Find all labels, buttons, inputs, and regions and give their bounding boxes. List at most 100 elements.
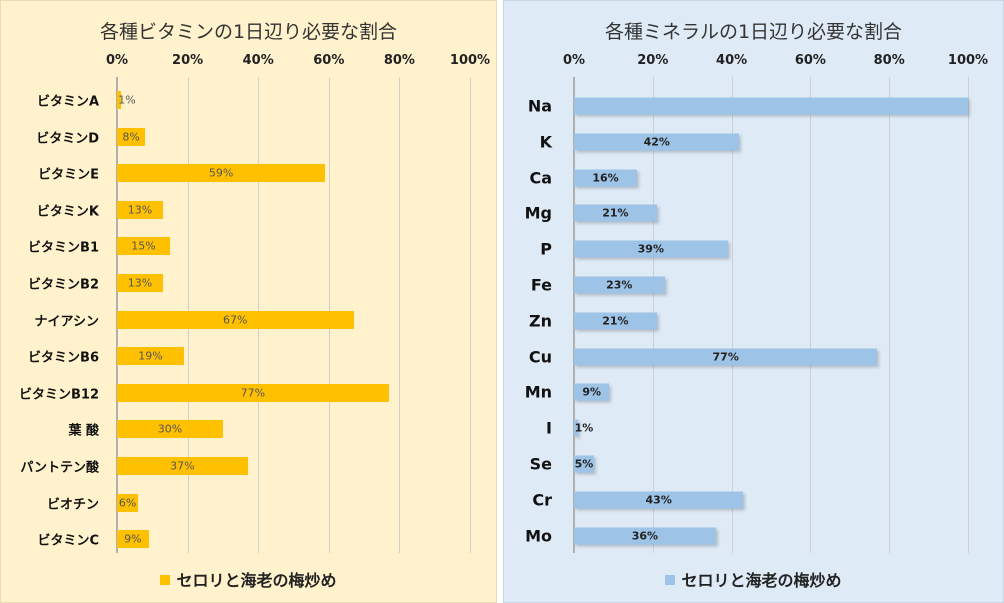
gridline [731, 77, 733, 553]
data-label: 43% [645, 493, 672, 507]
bar [117, 457, 248, 475]
data-label: 30% [157, 422, 183, 436]
bar [574, 312, 657, 330]
category-label: ビタミンK [36, 204, 99, 220]
category-label: ビタミンD [36, 131, 99, 147]
category-label: Mo [525, 526, 552, 546]
data-label: 16% [592, 171, 619, 185]
x-tick-label: 80% [383, 53, 415, 68]
data-label: 21% [602, 314, 629, 328]
data-label: 37% [170, 459, 195, 473]
bar [117, 237, 170, 256]
category-label: ビタミンB6 [28, 350, 99, 366]
x-tick-label: 100% [449, 53, 491, 68]
legend-swatch [665, 575, 676, 585]
category-label: 葉 酸 [68, 423, 99, 439]
mineral-chart-title: 各種ミネラルの1日辺り必要な割合 [604, 21, 903, 43]
x-tick-label: 100% [947, 53, 989, 68]
data-label: 42% [643, 135, 670, 149]
data-label: 8% [122, 130, 140, 144]
data-label: 1% [574, 421, 594, 435]
data-label: 13% [127, 276, 153, 290]
category-label: ビタミンC [37, 533, 99, 549]
vitamin-chart-title: 各種ビタミンの1日辺り必要な割合 [99, 21, 398, 43]
data-label: 23% [606, 278, 633, 292]
category-label: P [540, 239, 552, 259]
bar [117, 127, 146, 146]
category-label: ナイアシン [34, 314, 99, 330]
category-label: ビタミンA [36, 94, 99, 110]
bar [574, 455, 594, 473]
bar [574, 133, 740, 151]
gridline [399, 77, 401, 553]
bar [117, 274, 163, 292]
x-tick-label: 0% [562, 53, 586, 68]
category-label: ビタミンB1 [28, 240, 99, 256]
category-label: ビタミンB12 [19, 387, 99, 403]
category-label: Se [529, 454, 552, 474]
category-label: Mn [524, 382, 552, 402]
category-label: ビタミンE [38, 167, 99, 183]
bar [574, 240, 728, 258]
data-label: 77% [240, 386, 266, 400]
bar [574, 419, 578, 437]
data-label: 21% [602, 206, 629, 220]
bar [574, 491, 744, 509]
bar [117, 383, 389, 402]
x-tick-label: 40% [242, 53, 274, 68]
data-label: 1% [118, 93, 136, 107]
mineral-legend: セロリと海老の梅炒め [504, 567, 1003, 591]
gridline [810, 77, 812, 553]
category-label: Cr [532, 490, 552, 510]
category-label: K [539, 132, 552, 152]
category-label: Na [527, 96, 552, 116]
bar [117, 530, 149, 549]
bar [117, 493, 139, 512]
data-label: 5% [574, 457, 594, 471]
legend-label: セロリと海老の梅炒め [681, 571, 842, 590]
legend-swatch [160, 575, 171, 585]
vitamin-legend: セロリと海老の梅炒め [1, 567, 496, 591]
category-label: ビタミンB2 [28, 277, 99, 293]
bar [117, 347, 185, 366]
data-label: 59% [208, 166, 234, 180]
category-label: I [546, 418, 552, 438]
x-tick-label: 20% [637, 53, 669, 68]
bar [117, 200, 163, 219]
x-tick-label: 80% [873, 53, 905, 68]
gridline [889, 77, 891, 553]
bar [574, 276, 665, 294]
bar [117, 310, 354, 329]
x-tick-label: 60% [313, 53, 345, 68]
vitamin-chart-panel: 各種ビタミンの1日辺り必要な割合 セロリと海老の梅炒め 0% 20% 40% 60% 8… [0, 0, 497, 603]
data-label: 36% [631, 529, 659, 543]
bar [574, 204, 657, 222]
data-label: 19% [138, 349, 163, 363]
category-label: Cu [528, 347, 552, 367]
bar [117, 420, 223, 439]
data-label: 39% [637, 242, 664, 256]
bar [117, 164, 326, 183]
legend-label: セロリと海老の梅炒め [176, 571, 337, 590]
x-tick-label: 40% [716, 53, 748, 68]
gridline [470, 77, 471, 553]
category-label: Zn [529, 311, 552, 331]
x-tick-label: 0% [105, 53, 129, 68]
mineral-chart-panel: 各種ミネラルの1日辺り必要な割合 セロリと海老の梅炒め 0% 20% 40% 60% 8… [503, 0, 1004, 603]
bar [574, 169, 638, 187]
bar [574, 97, 968, 115]
category-label: Mg [524, 203, 552, 223]
data-label: 77% [712, 350, 739, 364]
data-label: 13% [127, 203, 153, 217]
data-label: 9% [582, 385, 602, 399]
data-label: 6% [118, 496, 137, 510]
category-label: Fe [530, 275, 552, 295]
gridline [968, 77, 969, 553]
x-tick-label: 60% [794, 53, 826, 68]
x-tick-label: 20% [172, 53, 204, 68]
data-label: 9% [124, 532, 142, 546]
category-label: Ca [529, 168, 552, 188]
bar [574, 348, 878, 366]
data-label: 67% [223, 313, 248, 327]
data-label: 15% [131, 239, 156, 253]
